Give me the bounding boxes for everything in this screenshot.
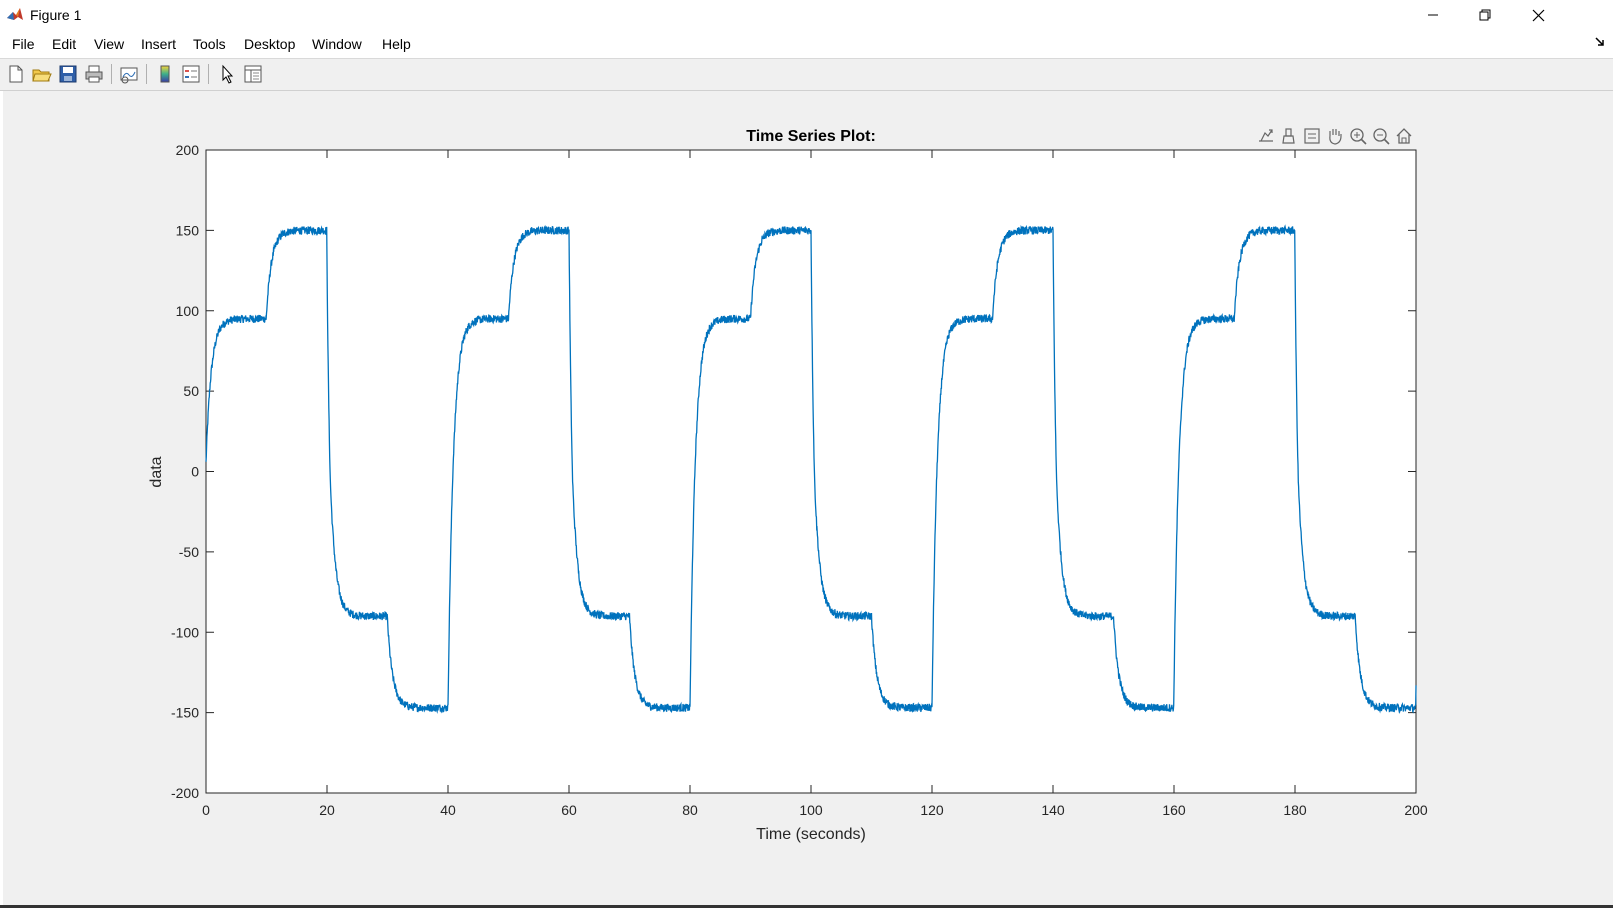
axes-toolbar: [1259, 128, 1412, 145]
close-button[interactable]: [1515, 0, 1561, 30]
x-tick-label: 60: [561, 802, 577, 818]
y-tick-label: 150: [176, 222, 200, 238]
zoom-out-icon[interactable]: [1373, 128, 1390, 145]
x-tick-label: 140: [1041, 802, 1065, 818]
edit-plot-pointer-icon[interactable]: [216, 63, 238, 85]
x-tick-label: 80: [682, 802, 698, 818]
axis-tick-labels: 0 20 40 60 80 100 120 140 160 180 200 -200 -150 -100 -…: [171, 142, 1428, 818]
y-tick-label: -200: [171, 785, 199, 801]
window-titlebar: Figure 1: [0, 0, 1613, 30]
link-plot-icon[interactable]: [118, 63, 140, 85]
x-tick-label: 20: [319, 802, 335, 818]
plot-svg[interactable]: 0 20 40 60 80 100 120 140 160 180 200 -200 -150 -100 -…: [3, 91, 1613, 905]
series-line[interactable]: [205, 224, 1417, 715]
x-tick-label: 160: [1162, 802, 1186, 818]
menu-edit[interactable]: Edit: [52, 36, 77, 52]
minimize-button[interactable]: [1410, 0, 1456, 30]
y-tick-label: 0: [191, 464, 199, 480]
x-tick-label: 0: [202, 802, 210, 818]
print-icon[interactable]: [83, 63, 105, 85]
figure-canvas: 0 20 40 60 80 100 120 140 160 180 200 -200 -150 -100 -…: [3, 91, 1613, 905]
menu-window[interactable]: Window: [312, 36, 362, 52]
data-tips-icon[interactable]: [1304, 128, 1320, 144]
close-icon: [1532, 9, 1544, 21]
y-tick-label: 100: [176, 303, 200, 319]
menu-bar: File Edit View Insert Tools Desktop Wind…: [0, 31, 1613, 58]
x-tick-label: 40: [440, 802, 456, 818]
new-figure-icon[interactable]: [5, 63, 27, 85]
figure-toolbar: [0, 59, 1613, 91]
x-tick-label: 180: [1283, 802, 1307, 818]
chart-title: Time Series Plot:: [746, 128, 876, 145]
minimize-icon: [1428, 14, 1438, 16]
save-icon[interactable]: [57, 63, 79, 85]
x-axis-label: Time (seconds): [756, 826, 866, 843]
toolbar-separator: [111, 64, 112, 84]
export-icon[interactable]: [1259, 129, 1273, 142]
menu-desktop[interactable]: Desktop: [244, 36, 296, 52]
menu-view[interactable]: View: [94, 36, 125, 52]
restore-button[interactable]: [1462, 0, 1508, 30]
y-tick-label: -50: [179, 544, 199, 560]
zoom-in-icon[interactable]: [1350, 128, 1367, 145]
window-bottom-border: [0, 905, 1613, 908]
y-tick-label: -100: [171, 624, 199, 640]
menu-tools[interactable]: Tools: [193, 36, 226, 52]
x-tick-label: 200: [1404, 802, 1428, 818]
axis-ticks: [205, 149, 1417, 794]
brush-icon[interactable]: [1282, 128, 1295, 144]
window-title: Figure 1: [30, 7, 82, 23]
restore-view-home-icon[interactable]: [1396, 128, 1412, 144]
pan-hand-icon[interactable]: [1329, 129, 1342, 145]
toolbar-separator: [208, 64, 209, 84]
y-tick-label: -150: [171, 705, 199, 721]
y-tick-label: 50: [183, 383, 199, 399]
menu-help[interactable]: Help: [382, 36, 411, 52]
dock-figure-icon[interactable]: [1595, 37, 1605, 47]
x-tick-label: 120: [920, 802, 944, 818]
y-tick-label: 200: [176, 142, 200, 158]
insert-colorbar-icon[interactable]: [154, 63, 176, 85]
menu-file[interactable]: File: [12, 36, 35, 52]
property-inspector-icon[interactable]: [242, 63, 264, 85]
insert-legend-icon[interactable]: [180, 63, 202, 85]
open-file-icon[interactable]: [31, 63, 53, 85]
menu-separator: [0, 58, 1613, 59]
restore-icon: [1479, 9, 1491, 21]
menu-insert[interactable]: Insert: [141, 36, 177, 52]
toolbar-separator: [146, 64, 147, 84]
x-tick-label: 100: [799, 802, 823, 818]
matlab-logo-icon: [6, 6, 24, 24]
y-axis-label: data: [148, 456, 165, 487]
